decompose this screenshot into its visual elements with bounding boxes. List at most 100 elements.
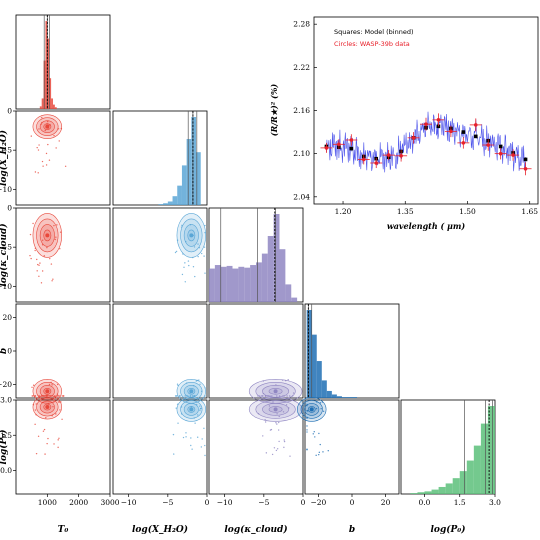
sample-point bbox=[194, 422, 196, 424]
sample-point bbox=[29, 254, 31, 257]
histogram-bar bbox=[177, 185, 182, 205]
sample-point bbox=[47, 143, 49, 146]
x-tick-label: 3.0 bbox=[489, 498, 501, 507]
sample-point bbox=[275, 449, 278, 452]
histogram-bar bbox=[256, 262, 262, 302]
x-tick-label: −10 bbox=[217, 498, 233, 507]
sample-point bbox=[36, 146, 38, 149]
sample-point bbox=[278, 421, 280, 424]
panel-frame bbox=[15, 399, 111, 495]
sample-point bbox=[195, 380, 197, 382]
sample-point bbox=[203, 246, 206, 248]
sample-point bbox=[52, 278, 54, 280]
x-tick-label: 2000 bbox=[69, 498, 88, 507]
sample-point bbox=[46, 442, 48, 445]
x-tick-label: 1.65 bbox=[521, 207, 538, 216]
sample-point bbox=[45, 395, 48, 397]
sample-point bbox=[196, 436, 199, 438]
x-axis-label: b bbox=[349, 525, 355, 535]
x-tick-label: 1.35 bbox=[397, 207, 414, 216]
sample-point bbox=[193, 246, 196, 248]
histogram-bar bbox=[250, 265, 256, 302]
sample-point bbox=[278, 415, 280, 418]
histogram-bar bbox=[209, 268, 215, 302]
panel-T0-vs-T0 bbox=[15, 14, 111, 110]
sample-point bbox=[191, 448, 193, 450]
sample-point bbox=[38, 144, 40, 146]
sample-point bbox=[318, 453, 320, 456]
x-tick-label: 0.0 bbox=[419, 498, 431, 507]
sample-point bbox=[283, 440, 286, 443]
sample-point bbox=[30, 135, 32, 137]
sample-point bbox=[174, 395, 177, 397]
histogram-bar bbox=[321, 380, 327, 398]
sample-point bbox=[32, 395, 34, 397]
spectrum-plot: 1.20 1.35 1.50 1.65 2.04 2.10 2.16 2.22 2.28 Squ… bbox=[269, 16, 539, 231]
x-tick-label: 0 bbox=[301, 498, 306, 507]
sample-point bbox=[63, 395, 65, 397]
sample-point bbox=[199, 409, 201, 411]
spectrum-y-label: (R/R★)² (%) bbox=[269, 84, 279, 137]
y-tick-label: −5 bbox=[1, 146, 12, 155]
x-tick-label: 0 bbox=[205, 498, 210, 507]
histogram-bar bbox=[285, 284, 292, 302]
data-point bbox=[337, 142, 341, 147]
sample-point bbox=[176, 383, 179, 385]
x-axis-label: log(κ_cloud) bbox=[224, 524, 287, 535]
y-axis-label: log(κ_cloud) bbox=[0, 223, 9, 286]
sample-point bbox=[204, 272, 206, 274]
panel-frame bbox=[15, 207, 111, 303]
sample-point bbox=[32, 222, 34, 225]
histogram-bar bbox=[45, 21, 48, 109]
histogram-bar bbox=[346, 397, 352, 398]
sample-point bbox=[197, 243, 199, 245]
sample-point bbox=[57, 439, 59, 441]
x-tick-label: 3000 bbox=[100, 498, 119, 507]
sample-point bbox=[40, 282, 43, 284]
sample-point bbox=[278, 440, 280, 443]
data-point bbox=[449, 129, 453, 134]
sample-point bbox=[185, 432, 187, 434]
model-binned-point bbox=[473, 134, 478, 139]
sample-point bbox=[44, 129, 46, 132]
panel-log_kappa_cloud-vs-log_X_H2O bbox=[112, 207, 208, 303]
panel-b-vs-b bbox=[304, 303, 400, 399]
sample-point bbox=[177, 422, 179, 424]
sample-point bbox=[42, 430, 45, 432]
y-tick-label: 1.5 bbox=[0, 431, 12, 440]
sample-point bbox=[61, 418, 63, 420]
sample-point bbox=[32, 384, 35, 386]
sample-point bbox=[203, 427, 205, 430]
histogram-bar bbox=[466, 460, 474, 494]
sample-point bbox=[47, 437, 49, 440]
histogram-bar bbox=[326, 390, 332, 398]
sample-point bbox=[59, 248, 61, 250]
sample-point bbox=[41, 160, 44, 163]
y-tick-label: 20 bbox=[2, 313, 12, 322]
sample-point bbox=[53, 134, 55, 137]
sample-point bbox=[54, 238, 56, 241]
panel-frame bbox=[15, 110, 111, 206]
sample-point bbox=[48, 159, 51, 161]
sample-point bbox=[200, 252, 203, 255]
sample-point bbox=[56, 224, 58, 226]
sample-point bbox=[318, 451, 321, 454]
histogram-bar bbox=[424, 491, 432, 494]
sample-point bbox=[35, 403, 37, 405]
sample-point bbox=[57, 395, 59, 397]
sample-point bbox=[38, 264, 40, 266]
sample-point bbox=[306, 431, 308, 433]
sample-point bbox=[197, 414, 199, 416]
sample-point bbox=[187, 260, 190, 262]
sample-point bbox=[41, 116, 43, 119]
histogram-bar bbox=[226, 265, 233, 302]
histogram-bar bbox=[316, 361, 322, 398]
sample-point bbox=[59, 231, 62, 233]
sample-point bbox=[41, 270, 44, 272]
sample-point bbox=[282, 411, 285, 413]
sample-point bbox=[306, 429, 308, 431]
sample-point bbox=[36, 258, 38, 261]
panel-log_P0-vs-b: −20 0 20 b bbox=[297, 397, 400, 535]
data-point bbox=[349, 138, 354, 142]
sample-point bbox=[48, 383, 51, 386]
